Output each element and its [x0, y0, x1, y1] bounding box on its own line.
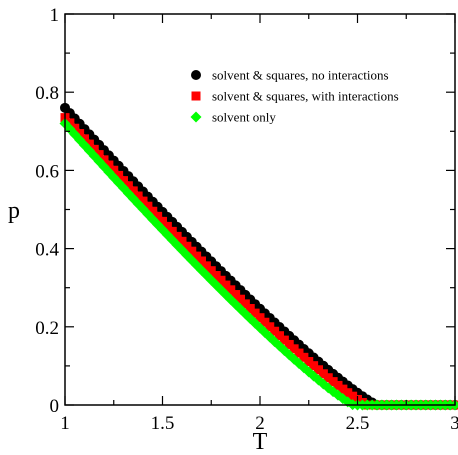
legend-marker: [191, 70, 201, 80]
data-point: [333, 380, 343, 390]
data-point: [197, 256, 206, 266]
data-point: [260, 317, 270, 327]
x-tick-label: 2.5: [346, 413, 370, 434]
data-point: [109, 165, 119, 175]
data-point: [201, 261, 211, 271]
data-point: [128, 186, 138, 196]
data-point: [304, 357, 314, 367]
plot-area: [59, 102, 458, 411]
data-point: [279, 335, 289, 345]
y-axis-label: p: [8, 198, 20, 224]
data-point: [167, 226, 177, 236]
data-point: [182, 241, 192, 251]
data-point: [265, 322, 275, 332]
data-point: [250, 308, 260, 318]
data-point: [343, 388, 353, 398]
legend-entry: solvent only: [212, 110, 276, 125]
legend-marker: [191, 91, 201, 101]
data-point: [216, 275, 226, 285]
data-point: [206, 266, 216, 276]
data-point: [284, 339, 294, 349]
legend: solvent & squares, no interactions solven…: [190, 68, 399, 125]
data-point: [275, 331, 284, 341]
data-point: [99, 155, 109, 165]
data-point: [348, 391, 358, 401]
data-point: [323, 373, 333, 383]
y-tick-label: 0.2: [35, 318, 59, 339]
data-point: [75, 129, 85, 139]
x-axis-label: T: [253, 429, 268, 455]
data-point: [231, 290, 241, 300]
y-tick-label: 0.8: [35, 83, 59, 104]
legend-marker: [190, 111, 202, 123]
data-point: [236, 294, 245, 304]
data-point: [158, 216, 167, 226]
x-tick-label: 1: [60, 413, 70, 434]
series-2: [60, 113, 458, 410]
x-tick-label: 3: [450, 413, 458, 434]
data-point: [70, 123, 80, 133]
data-point: [221, 280, 231, 290]
legend-entry: solvent & squares, no interactions: [212, 68, 389, 83]
data-point: [114, 170, 124, 180]
data-point: [226, 285, 236, 295]
data-point: [80, 134, 89, 144]
data-point: [119, 176, 128, 186]
y-tick-label: 0.6: [35, 161, 59, 182]
data-point: [255, 313, 265, 323]
legend-entry: solvent & squares, with interactions: [212, 89, 399, 104]
data-point: [148, 206, 158, 216]
data-point: [133, 191, 143, 201]
y-tick-label: 1: [50, 5, 60, 26]
data-point: [187, 246, 197, 256]
y-tick-label: 0: [50, 396, 60, 417]
data-point: [338, 384, 348, 394]
axis-ticks: 1 1.5 2 2.5 3 0 0.2 0.4 0.6 0.8 1: [35, 5, 458, 434]
x-tick-label: 1.5: [151, 413, 175, 434]
data-point: [84, 139, 94, 149]
data-point: [143, 201, 153, 211]
data-point: [299, 352, 309, 362]
data-point: [211, 270, 221, 280]
data-point: [289, 344, 299, 354]
data-point: [123, 181, 133, 191]
data-point: [309, 361, 319, 371]
data-point: [270, 326, 280, 336]
data-point: [138, 196, 148, 206]
data-point: [192, 251, 202, 261]
data-point: [177, 236, 187, 246]
data-point: [240, 299, 250, 309]
data-point: [89, 144, 99, 154]
series-3: [59, 117, 458, 411]
data-point: [104, 160, 114, 170]
y-tick-label: 0.4: [35, 240, 59, 261]
data-point: [314, 365, 323, 375]
data-point: [153, 211, 163, 221]
data-point: [318, 369, 328, 379]
data-point: [294, 348, 304, 358]
data-point: [245, 304, 255, 314]
x-tick-label: 2: [255, 413, 265, 434]
data-point: [162, 221, 172, 231]
data-point: [328, 377, 338, 387]
data-point: [172, 231, 182, 241]
series-1: [60, 102, 458, 410]
data-point: [94, 150, 104, 160]
